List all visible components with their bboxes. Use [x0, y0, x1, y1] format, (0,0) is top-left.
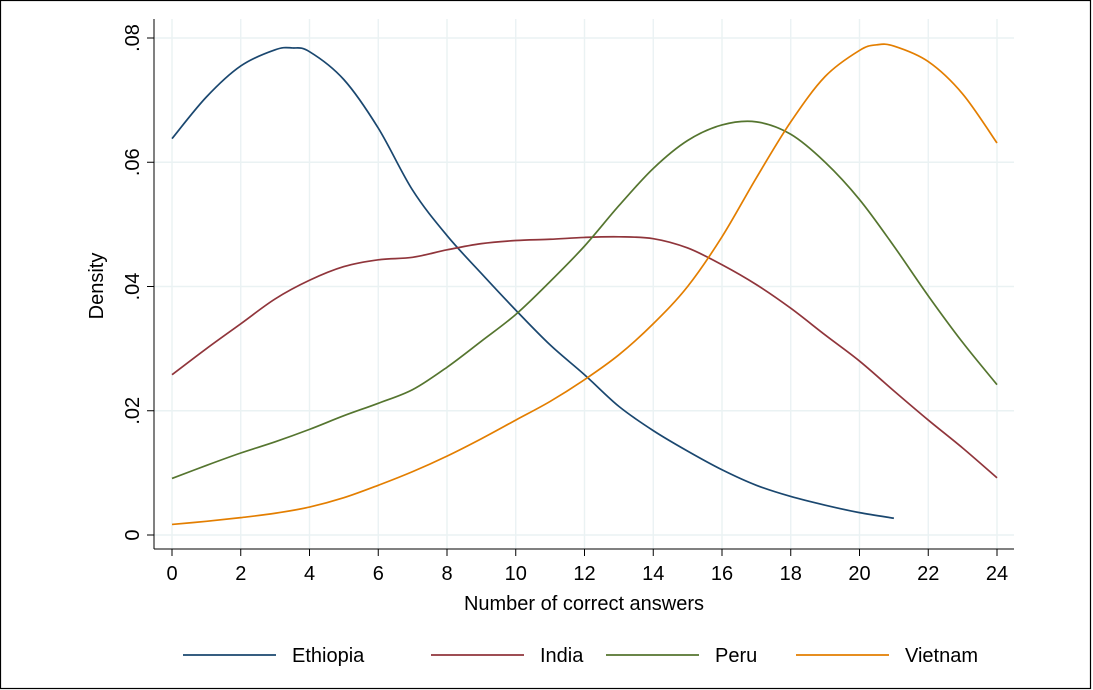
- series-line-ethiopia: [171, 46, 895, 520]
- y-tick-label: .04: [122, 273, 144, 301]
- x-tick-label: 18: [780, 563, 802, 585]
- legend-label-india: India: [540, 645, 584, 667]
- legend-item-vietnam: Vietnam: [796, 645, 978, 667]
- x-tick-label: 14: [642, 563, 664, 585]
- series-line-india: [171, 235, 998, 479]
- x-tick-label: 16: [711, 563, 733, 585]
- x-tick-label: 12: [573, 563, 595, 585]
- y-tick-label: .02: [122, 397, 144, 425]
- x-tick-label: 0: [166, 563, 177, 585]
- gridlines: [154, 19, 1014, 549]
- legend-item-ethiopia: Ethiopia: [183, 645, 365, 667]
- x-tick-label: 2: [235, 563, 246, 585]
- x-tick-label: 22: [917, 563, 939, 585]
- x-tick-label: 10: [505, 563, 527, 585]
- x-tick-label: 8: [441, 563, 452, 585]
- legend-item-peru: Peru: [606, 645, 757, 667]
- y-tick-label: .06: [122, 148, 144, 176]
- legend-label-vietnam: Vietnam: [905, 645, 978, 667]
- y-axis-label: Density: [86, 253, 108, 320]
- legend-label-peru: Peru: [715, 645, 757, 667]
- series-line-peru: [171, 120, 998, 480]
- series-line-vietnam: [171, 43, 998, 526]
- y-tick-label: .08: [122, 24, 144, 52]
- x-tick-label: 20: [848, 563, 870, 585]
- tick-labels: 0 2 4 6 8 10 12 14 16 18 20 22 240.02.04.06.08: [122, 24, 1008, 585]
- x-axis-label: Number of correct answers: [464, 593, 704, 615]
- legend-label-ethiopia: Ethiopia: [292, 645, 365, 667]
- legend-item-india: India: [431, 645, 584, 667]
- x-tick-label: 6: [373, 563, 384, 585]
- y-tick-label: 0: [122, 529, 144, 540]
- x-tick-label: 4: [304, 563, 315, 585]
- x-tick-label: 24: [986, 563, 1008, 585]
- legend: Ethiopia India Peru Vietnam: [183, 645, 978, 667]
- series-lines: [171, 43, 998, 526]
